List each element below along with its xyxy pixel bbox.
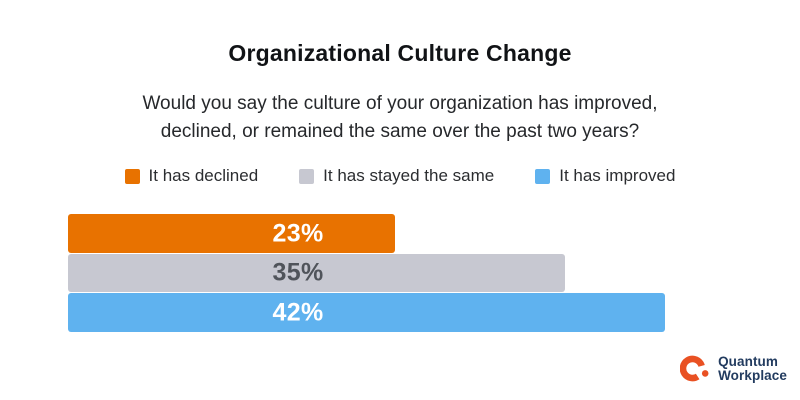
legend-swatch-icon — [124, 168, 140, 184]
bar-it-has-stayed-the-same: 35% — [68, 254, 565, 292]
bar-value-label: 35% — [272, 258, 324, 287]
bar-value-label: 42% — [272, 298, 324, 326]
legend-label: It has stayed the same — [323, 166, 495, 185]
legend-label: It has improved — [559, 166, 676, 185]
chart-question-line-1: Would you say the culture of your organi… — [142, 93, 658, 114]
legend-label: It has declined — [148, 166, 259, 185]
bar-it-has-improved: 42% — [68, 293, 665, 332]
legend-item: It has improved — [535, 166, 675, 186]
chart-title: Organizational Culture Change — [228, 40, 572, 66]
brand-name-line-1: Quantum — [718, 354, 779, 369]
brand-name-line-2: Workplace — [718, 368, 787, 383]
chart-legend: It has declined It has stayed the same It … — [0, 166, 800, 186]
chart-question-line-2: declined, or remained the same over the … — [160, 121, 640, 142]
legend-item: It has stayed the same — [299, 166, 494, 186]
brand-logo: Quantum Workplace — [680, 354, 787, 384]
quantum-workplace-q-icon — [680, 355, 709, 382]
chart-question: Would you say the culture of your organi… — [0, 90, 800, 146]
bar-value-label: 23% — [272, 219, 324, 247]
legend-swatch-icon — [299, 168, 315, 184]
brand-name: Quantum Workplace — [718, 355, 787, 383]
bar-it-has-declined: 23% — [68, 214, 395, 253]
legend-item: It has declined — [124, 166, 259, 186]
legend-swatch-icon — [535, 168, 551, 184]
